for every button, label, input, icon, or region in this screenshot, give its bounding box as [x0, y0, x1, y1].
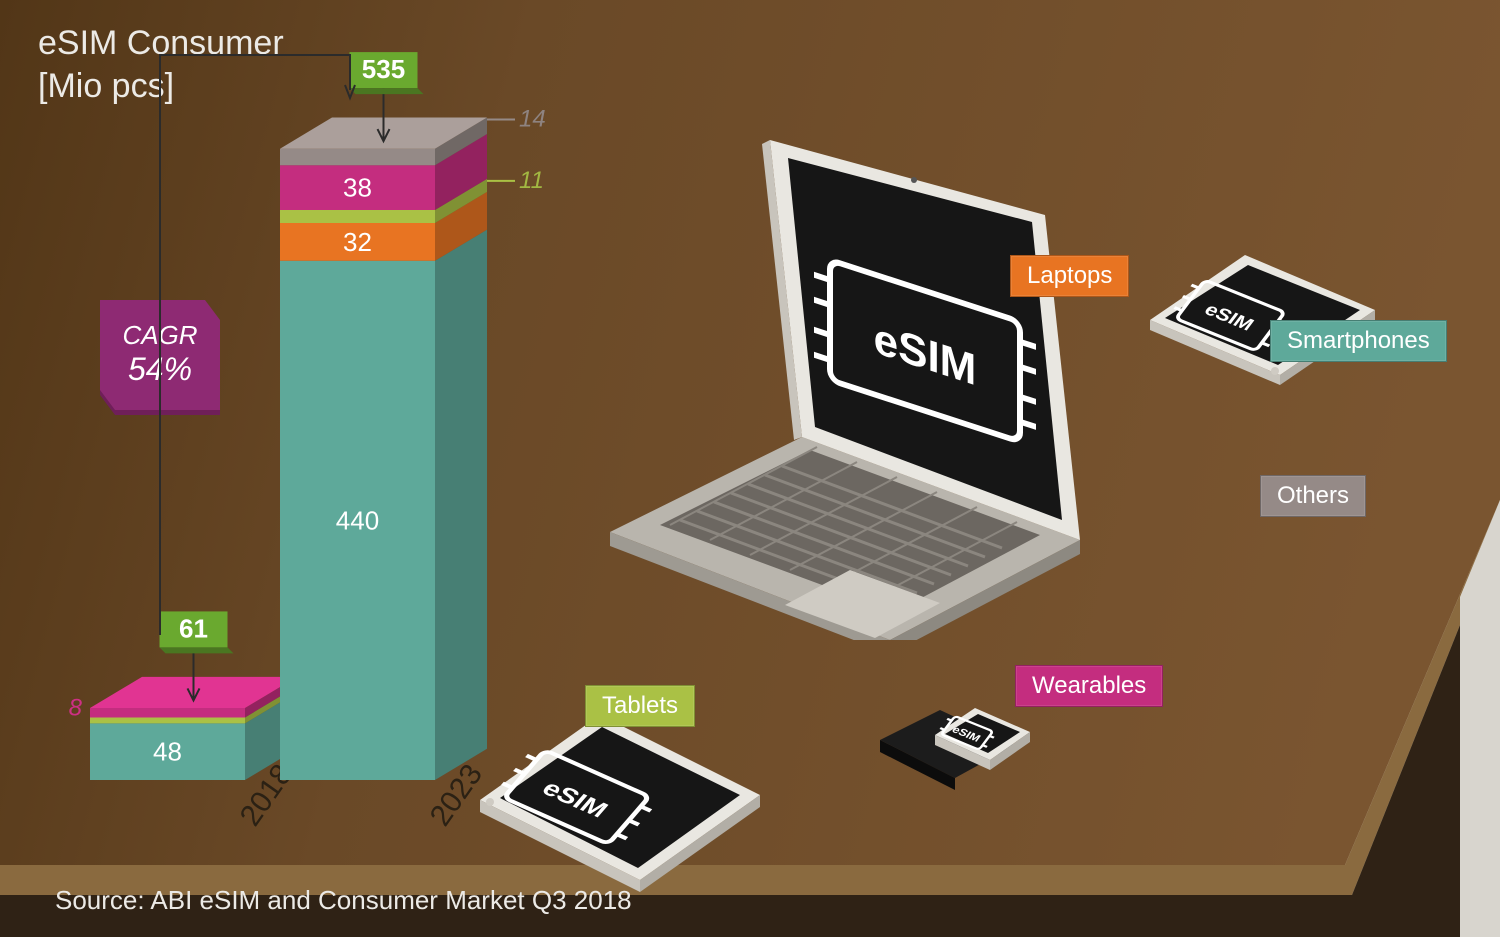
cagr-bracket — [0, 0, 500, 900]
label-others: Others — [1260, 475, 1366, 517]
svg-text:11: 11 — [519, 167, 544, 194]
label-wearables: Wearables — [1015, 665, 1163, 707]
svg-text:14: 14 — [519, 106, 546, 133]
label-smartphones: Smartphones — [1270, 320, 1447, 362]
infographic-stage: eSIM Consumer [Mio pcs] Source: ABI eSIM… — [0, 0, 1500, 937]
label-laptops: Laptops — [1010, 255, 1129, 297]
label-tablets: Tablets — [585, 685, 695, 727]
laptop-illustration: eSIM — [570, 140, 1090, 640]
